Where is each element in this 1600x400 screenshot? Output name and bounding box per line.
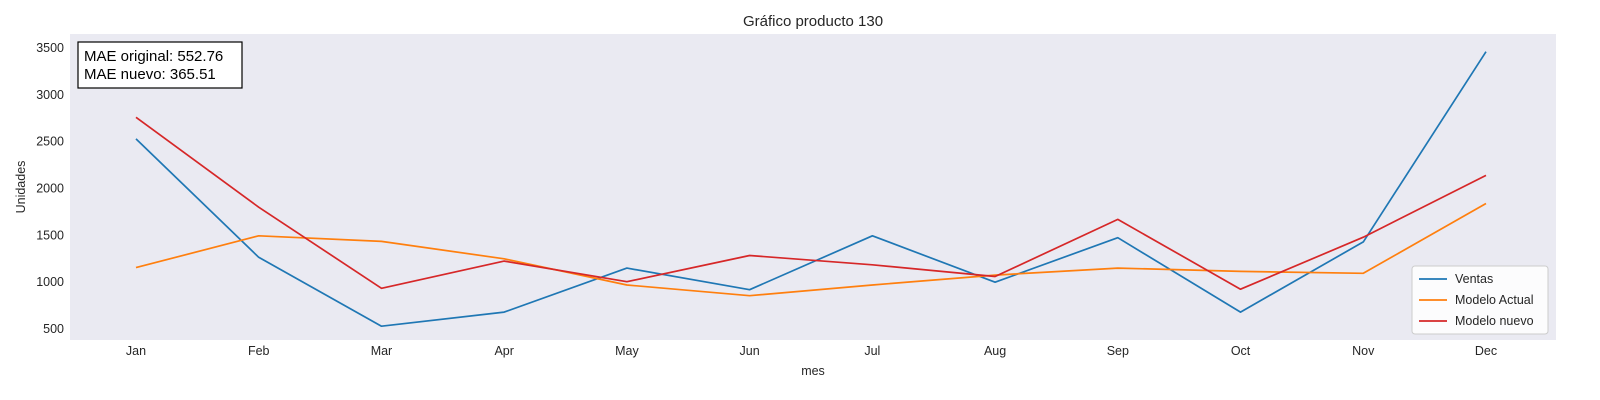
mae-annotation-box: MAE original: 552.76 MAE nuevo: 365.51 — [77, 41, 243, 89]
y-tick-label: 3000 — [36, 88, 64, 102]
series-line-0 — [135, 51, 1487, 328]
mae-original-text: MAE original: 552.76 — [84, 48, 223, 65]
series-line-1 — [135, 202, 1487, 297]
y-tick-label: 1500 — [36, 228, 64, 242]
x-tick-label: Sep — [1107, 344, 1129, 358]
x-tick-label: Nov — [1352, 344, 1375, 358]
x-tick-label: Apr — [494, 344, 513, 358]
plot-area — [70, 34, 1556, 340]
y-tick-label: 500 — [43, 322, 64, 336]
chart-title: Gráfico producto 130 — [743, 13, 883, 30]
y-tick-label: 2500 — [36, 135, 64, 149]
series-lines — [135, 51, 1487, 328]
y-axis-ticks: 500 1000 1500 2000 2500 3000 3500 — [36, 41, 64, 336]
mae-annotation-frame — [77, 41, 243, 89]
x-tick-label: Jan — [126, 344, 146, 358]
legend-label-1: Modelo Actual — [1455, 293, 1534, 307]
x-tick-label: Dec — [1475, 344, 1497, 358]
x-tick-label: May — [615, 344, 639, 358]
x-axis-label: mes — [801, 364, 825, 378]
x-tick-label: Jul — [864, 344, 880, 358]
x-tick-label: Mar — [371, 344, 393, 358]
x-tick-label: Feb — [248, 344, 270, 358]
x-axis-ticks: Jan Feb Mar Apr May Jun Jul Aug Sep Oct Nov Dec — [126, 344, 1497, 358]
legend-label-0: Ventas — [1455, 272, 1493, 286]
legend-frame — [1411, 265, 1549, 335]
legend-label-2: Modelo nuevo — [1455, 314, 1534, 328]
series-line-2 — [135, 116, 1487, 291]
x-tick-label: Jun — [740, 344, 760, 358]
x-tick-label: Oct — [1231, 344, 1251, 358]
mae-nuevo-text: MAE nuevo: 365.51 — [84, 66, 216, 83]
y-tick-label: 3500 — [36, 41, 64, 55]
y-tick-label: 2000 — [36, 182, 64, 196]
y-axis-label: Unidades — [14, 161, 28, 214]
y-tick-label: 1000 — [36, 275, 64, 289]
x-tick-label: Aug — [984, 344, 1006, 358]
legend: Ventas Modelo Actual Modelo nuevo — [1411, 265, 1549, 335]
